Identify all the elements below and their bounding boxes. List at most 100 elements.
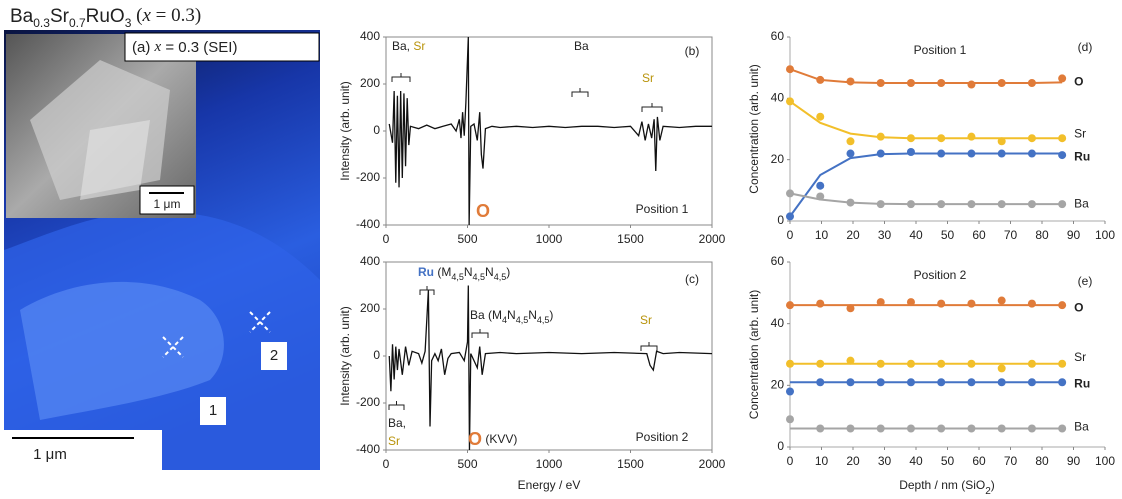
data-point bbox=[937, 424, 946, 433]
title-part: ( bbox=[131, 5, 142, 26]
x-tick-label: 10 bbox=[815, 228, 829, 242]
x-tick-label: 2000 bbox=[699, 457, 726, 471]
text-part: 4 bbox=[502, 315, 507, 325]
data-point bbox=[816, 112, 825, 121]
data-point bbox=[846, 356, 855, 365]
panel-title: Ba0.3Sr0.7RuO3 (x = 0.3) bbox=[10, 5, 201, 30]
y-tick-label: 200 bbox=[360, 76, 380, 90]
data-point bbox=[937, 378, 946, 387]
panel-label: (d) bbox=[1078, 40, 1093, 54]
data-point bbox=[937, 359, 946, 368]
data-point bbox=[967, 149, 976, 158]
data-point bbox=[846, 149, 855, 158]
y-tick-label: 200 bbox=[360, 301, 380, 315]
scale-label: 1 μm bbox=[154, 197, 181, 211]
y-tick-label: 40 bbox=[771, 91, 785, 105]
x-tick-label: 1000 bbox=[536, 457, 563, 471]
data-point bbox=[876, 79, 885, 87]
text-part: Sr bbox=[388, 434, 400, 448]
data-point bbox=[1058, 301, 1067, 310]
scale-box bbox=[4, 430, 162, 470]
data-point bbox=[1027, 424, 1036, 433]
data-point bbox=[967, 299, 976, 308]
data-point bbox=[1027, 149, 1036, 158]
data-point bbox=[906, 359, 915, 368]
text-part: 4,5 bbox=[451, 272, 464, 282]
data-point bbox=[876, 298, 885, 307]
y-tick-label: 60 bbox=[771, 254, 785, 268]
label-part: x bbox=[154, 39, 162, 55]
data-point bbox=[876, 200, 885, 209]
x-tick-label: 2000 bbox=[699, 232, 726, 246]
y-tick-label: 0 bbox=[373, 123, 380, 137]
y-tick-label: 0 bbox=[373, 348, 380, 362]
label-part: (a) bbox=[132, 39, 155, 56]
text-part: Ba, bbox=[388, 416, 406, 430]
data-point bbox=[906, 378, 915, 387]
x-tick-label: 100 bbox=[1095, 454, 1115, 468]
x-tick-label: 50 bbox=[941, 228, 955, 242]
x-tick-label: 20 bbox=[846, 228, 860, 242]
fit-line bbox=[789, 192, 1063, 206]
y-tick-label: 60 bbox=[771, 29, 785, 43]
x-tick-label: 10 bbox=[815, 454, 829, 468]
data-point bbox=[997, 137, 1006, 146]
data-point bbox=[997, 149, 1006, 158]
y-tick-label: 20 bbox=[771, 152, 785, 166]
y-tick-label: -400 bbox=[356, 442, 380, 456]
text-part: Sr bbox=[642, 71, 654, 85]
x-tick-label: 70 bbox=[1004, 454, 1018, 468]
label-box bbox=[124, 32, 320, 62]
y-axis-label: Concentration (arb. unit) bbox=[747, 290, 761, 419]
series-label: Ru bbox=[1074, 150, 1090, 164]
data-point bbox=[1058, 151, 1067, 160]
panel-label: (c) bbox=[685, 272, 699, 286]
series-label: O bbox=[1074, 75, 1083, 89]
data-point bbox=[1058, 424, 1067, 433]
data-point bbox=[786, 387, 794, 396]
x-tick-label: 80 bbox=[1035, 454, 1049, 468]
x-tick-label: 0 bbox=[383, 232, 390, 246]
series-label: Ba bbox=[1074, 196, 1089, 210]
text-part: ) bbox=[506, 265, 510, 279]
text-part: N bbox=[485, 265, 494, 279]
series-label: Ba bbox=[1074, 420, 1089, 434]
data-point bbox=[816, 299, 825, 308]
x-tick-label: 50 bbox=[941, 454, 955, 468]
x-tick-label: 40 bbox=[909, 454, 923, 468]
text-part: Sr bbox=[413, 39, 425, 53]
x-tick-label: 30 bbox=[878, 228, 892, 242]
data-point bbox=[1058, 200, 1067, 209]
image-region bbox=[20, 281, 224, 420]
panel-label: (a) x = 0.3 (SEI) bbox=[132, 39, 237, 56]
label-part: Depth / nm (SiO bbox=[899, 478, 985, 492]
y-tick-label: 400 bbox=[360, 29, 380, 43]
data-point bbox=[846, 424, 855, 433]
annotation: Ru (M4,5N4,5N4,5) bbox=[418, 265, 510, 282]
y-axis-label: Intensity (arb. unit) bbox=[338, 81, 352, 180]
series-label: Sr bbox=[1074, 350, 1086, 364]
data-point bbox=[1027, 200, 1036, 209]
data-point bbox=[997, 296, 1006, 305]
annotation: O bbox=[476, 201, 490, 221]
data-point bbox=[786, 301, 794, 310]
data-point bbox=[937, 200, 946, 209]
data-point bbox=[876, 149, 885, 158]
data-point bbox=[937, 79, 946, 87]
data-point bbox=[906, 148, 915, 156]
data-point bbox=[876, 132, 885, 141]
data-point bbox=[967, 359, 976, 368]
data-point bbox=[906, 424, 915, 433]
data-point bbox=[816, 378, 825, 387]
bracket bbox=[388, 401, 405, 410]
data-point bbox=[786, 189, 794, 198]
title-part: Sr bbox=[50, 6, 70, 27]
annotation: Ba, bbox=[388, 416, 406, 430]
x-tick-label: 80 bbox=[1035, 228, 1049, 242]
title-part: RuO bbox=[86, 6, 125, 27]
text-part: (M bbox=[434, 265, 451, 279]
plot-frame bbox=[385, 261, 713, 451]
bracket bbox=[419, 286, 435, 295]
spectrum-line bbox=[388, 36, 712, 226]
